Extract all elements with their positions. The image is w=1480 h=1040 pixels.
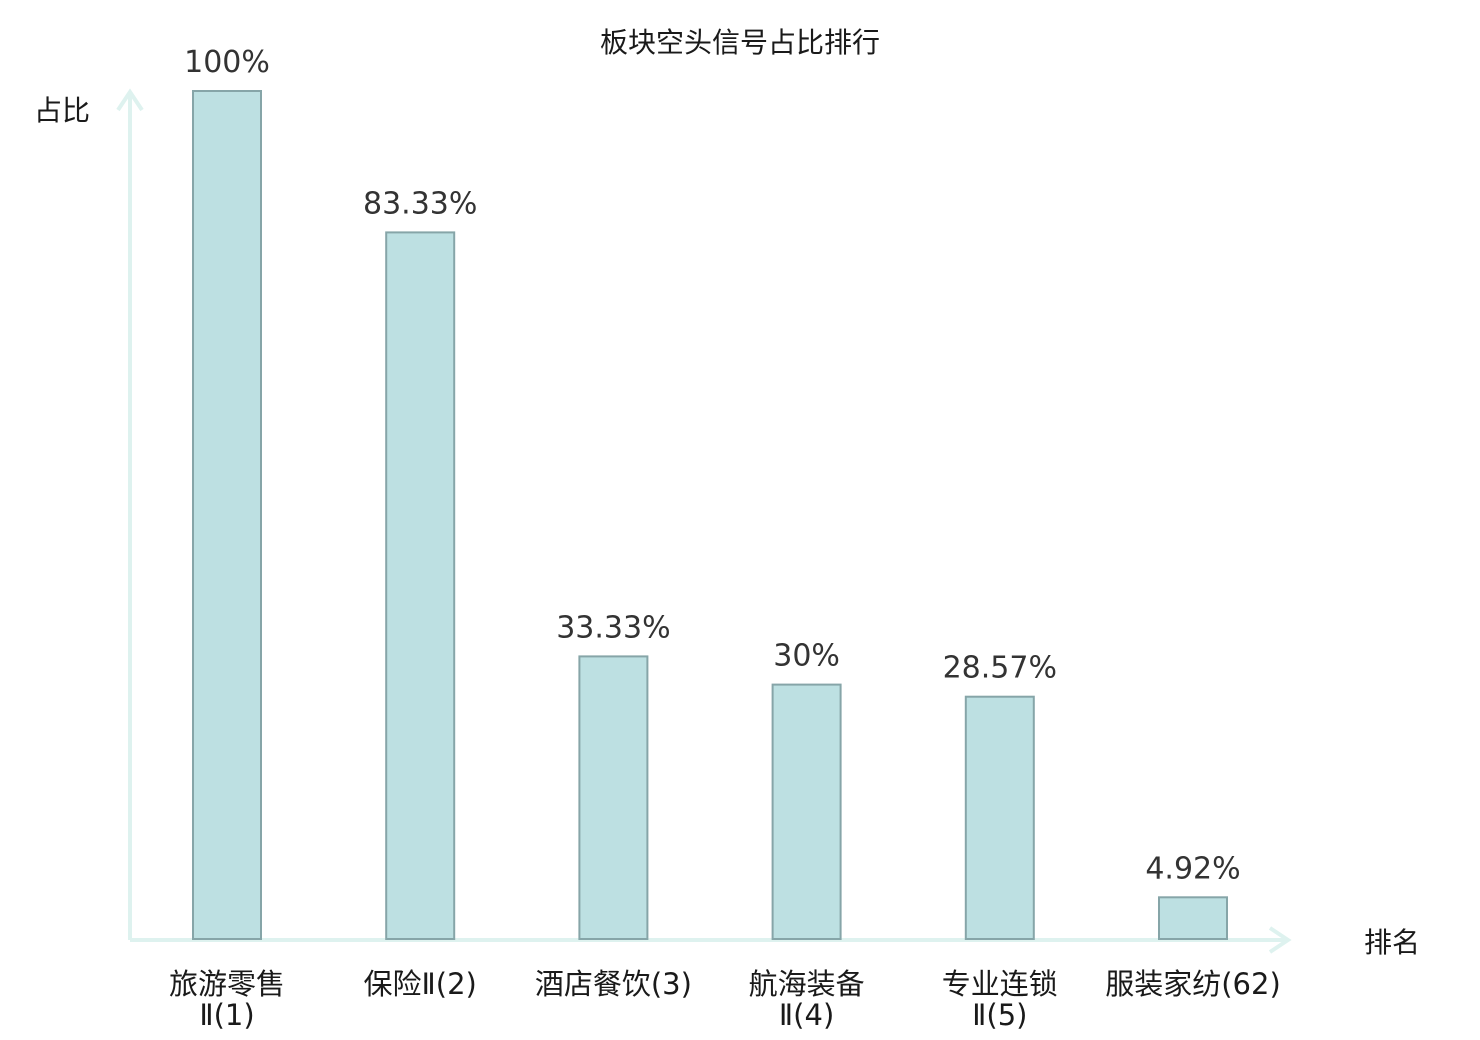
category-label-line2: Ⅱ(4) [779,998,834,1032]
bar-value-label: 28.57% [943,651,1057,686]
y-axis-label: 占比 [34,94,90,127]
category-label: 保险Ⅱ(2) [364,967,477,1001]
category-label-line2: Ⅱ(1) [199,998,254,1032]
bar [385,231,456,940]
bar [192,90,262,940]
y-axis [116,88,144,940]
category-label: 航海装备 [749,967,865,1001]
bar [578,655,649,941]
bar-series [192,90,1228,941]
category-label: 专业连锁 [942,967,1058,1001]
bar [1158,896,1228,940]
value-labels: 100% 83.33% 33.33% 30% 28.57% 4.92% [184,45,1241,886]
category-label: 酒店餐饮(3) [535,967,692,1001]
bar [771,683,842,940]
category-label: 服装家纺(62) [1105,967,1281,1001]
x-axis-arrowhead [1268,926,1292,954]
bar-value-label: 100% [184,45,270,80]
bar [964,695,1035,941]
bar-value-label: 83.33% [363,186,477,221]
category-label: 旅游零售 [169,967,285,1001]
x-axis-label: 排名 [1364,926,1420,959]
x-axis [130,926,1292,954]
category-label-line2: Ⅱ(5) [972,998,1027,1032]
bar-value-label: 33.33% [556,610,670,645]
chart-title: 板块空头信号占比排行 [600,26,880,59]
y-axis-arrowhead [116,88,144,112]
bar-value-label: 30% [773,639,840,674]
bar-value-label: 4.92% [1145,851,1240,886]
